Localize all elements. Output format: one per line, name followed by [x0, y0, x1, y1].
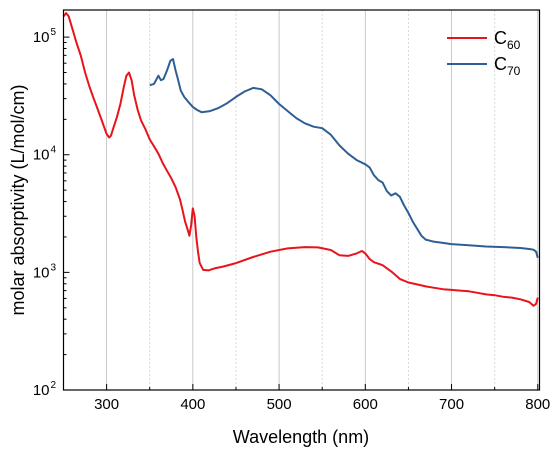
- axis-ticks: [63, 36, 539, 391]
- y-tick-label: 10: [33, 264, 50, 281]
- y-axis-label: molar absorptivity (L/mol/cm): [8, 84, 28, 315]
- series-line-C60: [62, 12, 539, 307]
- y-tick-exponent: 5: [51, 27, 57, 38]
- y-tick-exponent: 4: [51, 145, 57, 156]
- series-line-C70: [149, 58, 539, 259]
- y-tick-label: 10: [33, 29, 50, 46]
- x-tick-label: 300: [94, 396, 119, 413]
- x-tick-label: 700: [439, 396, 464, 413]
- y-tick-exponent: 3: [51, 262, 57, 273]
- series-lines: [62, 12, 539, 307]
- x-tick-label: 600: [353, 396, 378, 413]
- legend-label-subscript: 60: [507, 38, 521, 52]
- gridlines: [106, 10, 539, 390]
- x-tick-label: 800: [525, 396, 550, 413]
- y-tick-label: 10: [33, 147, 50, 164]
- x-tick-label: 400: [180, 396, 205, 413]
- legend-label-subscript: 70: [507, 64, 521, 78]
- x-tick-labels: 300 400 500 600 700 800: [94, 396, 550, 413]
- y-tick-exponent: 2: [51, 380, 57, 391]
- legend-label-C70: C70: [494, 54, 521, 78]
- plot-frame: [62, 9, 541, 391]
- x-tick-label: 500: [267, 396, 292, 413]
- y-tick-label: 10: [33, 382, 50, 399]
- x-axis-label: Wavelength (nm): [233, 427, 369, 447]
- legend-label-C60: C60: [494, 28, 521, 52]
